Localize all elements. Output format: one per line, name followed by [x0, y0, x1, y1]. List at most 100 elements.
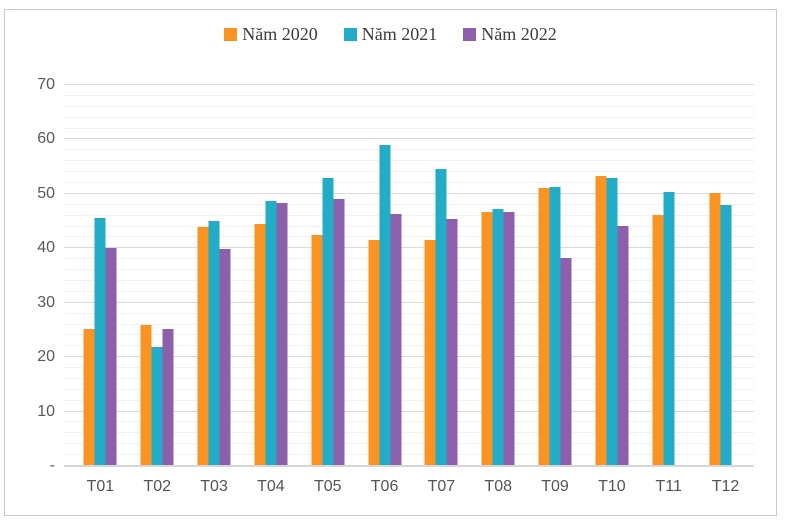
- bar-nam-2022-t07: [446, 219, 458, 466]
- y-axis-label: 10: [37, 402, 55, 420]
- bar-slot: [254, 85, 266, 466]
- bar-cluster: [368, 85, 402, 466]
- gridline-minor: [64, 312, 754, 314]
- bar-slot: [503, 85, 515, 466]
- gridline-major: [64, 301, 754, 303]
- bar-slot: [140, 85, 152, 466]
- bar-slot: [481, 85, 493, 466]
- bar-slot: [83, 85, 95, 466]
- bar-nam-2022-t06: [390, 214, 402, 466]
- bar-slot: [720, 85, 732, 466]
- bar-slot: [549, 85, 561, 466]
- gridline-minor: [64, 377, 754, 379]
- gridline-major: [64, 356, 754, 358]
- gridline-minor: [64, 367, 754, 369]
- bar-slot: [322, 85, 334, 466]
- x-axis-label: T03: [200, 478, 228, 495]
- gridline-minor: [64, 421, 754, 423]
- bar-slot: [333, 85, 345, 466]
- bar-cluster: [424, 85, 458, 466]
- bar-slot: [663, 85, 675, 466]
- bar-nam-2020-t09: [538, 187, 550, 466]
- bar-cluster: [83, 85, 117, 466]
- bar-cluster: [709, 85, 742, 466]
- legend-marker-nam-2022: [463, 28, 477, 41]
- bar-nam-2022-t10: [617, 225, 629, 466]
- bar-slot: [197, 85, 209, 466]
- bar-slot: [151, 85, 163, 466]
- gridline-major: [64, 84, 754, 85]
- bar-group-t10: T10: [583, 85, 640, 495]
- gridline-major: [64, 410, 754, 412]
- x-axis-label: T11: [655, 478, 682, 495]
- x-axis-label: T05: [313, 478, 342, 495]
- bar-slot: [219, 85, 231, 466]
- gridline-minor: [64, 160, 754, 162]
- legend-marker-nam-2021: [343, 28, 357, 41]
- legend-item-nam-2022: Năm 2022: [463, 24, 557, 45]
- bar-nam-2020-t07: [424, 239, 436, 466]
- x-axis-label: T07: [427, 478, 456, 495]
- bar-group-t02: T02: [129, 85, 186, 495]
- bar-slot: [606, 85, 618, 466]
- gridline-minor: [64, 258, 754, 260]
- bar-slot: [446, 85, 458, 466]
- gridline-minor: [64, 443, 754, 445]
- legend-marker-nam-2020: [224, 28, 238, 41]
- gridline-major: [64, 138, 754, 140]
- bar-nam-2021-t10: [606, 178, 618, 466]
- gridline-minor: [64, 94, 754, 96]
- bar-slot: [652, 85, 664, 466]
- gridline-minor: [64, 388, 754, 390]
- bar-group-t01: T01: [72, 85, 129, 495]
- y-axis-label: 50: [37, 184, 55, 202]
- gridline-minor: [64, 432, 754, 434]
- bar-nam-2020-t04: [254, 224, 266, 466]
- gridline-minor: [64, 454, 754, 456]
- x-axis-label: T04: [257, 478, 285, 495]
- bar-cluster: [481, 85, 515, 466]
- bar-slot: [390, 85, 402, 466]
- x-axis-label: T12: [711, 478, 740, 495]
- bar-nam-2020-t11: [652, 214, 664, 466]
- bar-cluster: [254, 85, 288, 466]
- legend-item-nam-2020: Năm 2020: [224, 24, 318, 45]
- gridline-minor: [64, 214, 754, 216]
- legend-label: Năm 2020: [242, 24, 318, 44]
- gridline-minor: [64, 399, 754, 401]
- bar-nam-2022-t01: [105, 248, 117, 466]
- bar-nam-2021-t07: [435, 169, 447, 466]
- x-axis-label: T08: [484, 478, 512, 495]
- gridline-minor: [64, 345, 754, 347]
- gridline-minor: [64, 279, 754, 281]
- bar-nam-2020-t02: [140, 324, 152, 466]
- bar-cluster: [140, 85, 174, 466]
- bar-slot: [617, 85, 629, 466]
- bar-slot: [435, 85, 447, 466]
- y-axis-label: 30: [37, 293, 55, 311]
- gridline-minor: [64, 149, 754, 151]
- gridline-minor: [64, 116, 754, 118]
- gridline-minor: [64, 171, 754, 173]
- bar-slot: [674, 85, 685, 466]
- bar-slot: [208, 85, 220, 466]
- bar-nam-2022-t03: [219, 249, 231, 466]
- bar-cluster: [595, 85, 629, 466]
- bar-nam-2021-t02: [151, 346, 163, 466]
- gridline-minor: [64, 181, 754, 183]
- legend-item-nam-2021: Năm 2021: [343, 24, 437, 45]
- gridline-minor: [64, 269, 754, 271]
- y-axis-label: 40: [37, 239, 55, 257]
- bar-nam-2022-t05: [333, 199, 345, 466]
- chart-legend: Năm 2020 Năm 2021 Năm 2022: [5, 24, 776, 45]
- bar-group-t08: T08: [470, 85, 527, 495]
- bar-nam-2021-t11: [663, 191, 675, 466]
- gridline-minor: [64, 105, 754, 107]
- bar-group-t09: T09: [527, 85, 584, 495]
- bar-nam-2022-t04: [276, 202, 288, 466]
- bar-nam-2021-t06: [379, 144, 391, 466]
- bar-nam-2022-t08: [503, 212, 515, 466]
- x-axis-label: T10: [598, 478, 626, 495]
- bar-nam-2021-t04: [265, 201, 277, 466]
